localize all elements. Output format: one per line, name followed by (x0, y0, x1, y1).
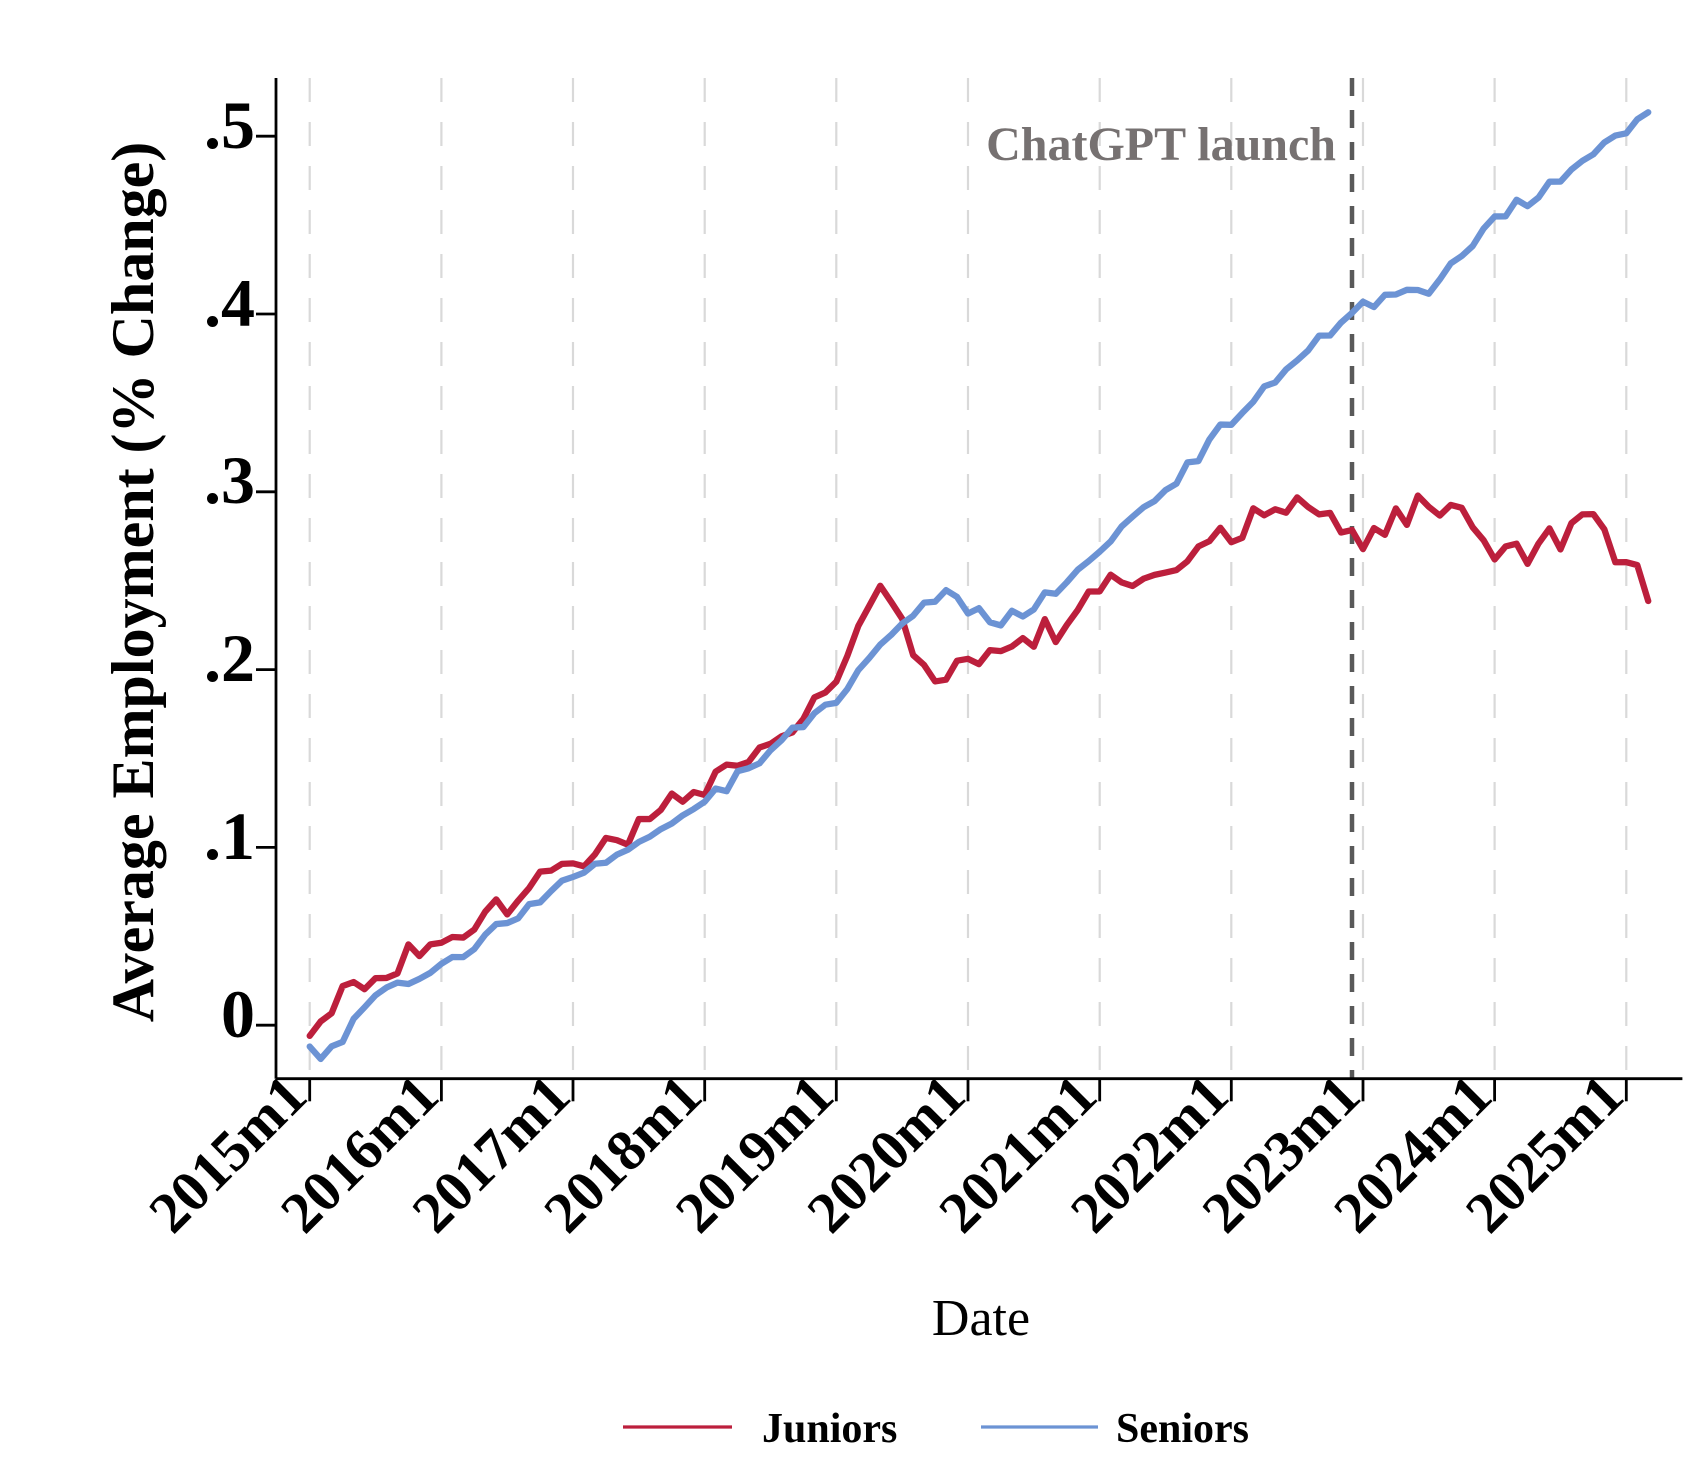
svg-text:ChatGPT launch: ChatGPT launch (986, 118, 1336, 171)
svg-text:0: 0 (221, 976, 255, 1052)
svg-text:.4: .4 (204, 265, 255, 341)
svg-text:Seniors: Seniors (1116, 1406, 1249, 1452)
svg-text:Average Employment (% Change): Average Employment (% Change) (100, 142, 166, 1022)
svg-text:.3: .3 (204, 442, 255, 518)
svg-text:Date: Date (932, 1290, 1030, 1347)
svg-text:.2: .2 (204, 620, 255, 696)
svg-text:.5: .5 (204, 87, 255, 163)
svg-text:Juniors: Juniors (762, 1406, 897, 1452)
svg-text:.1: .1 (204, 798, 255, 874)
